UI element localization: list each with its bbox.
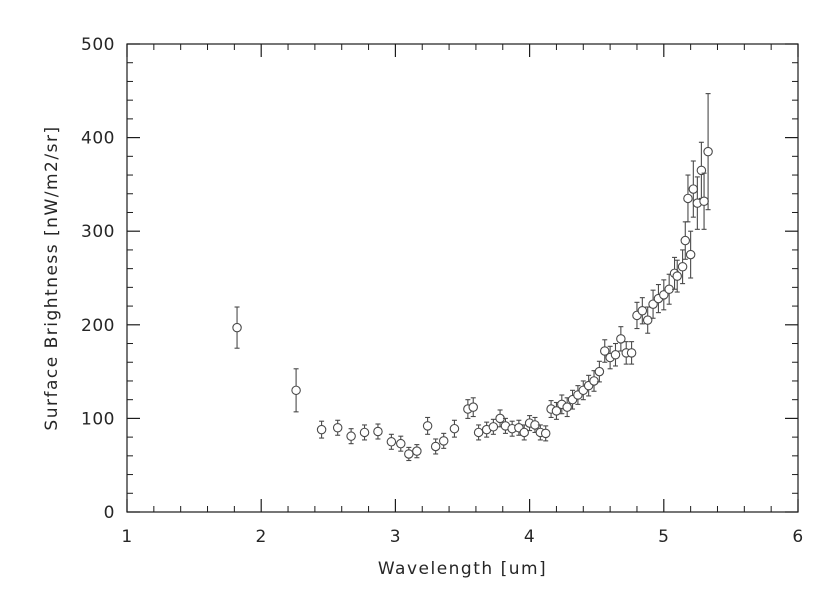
data-point <box>680 235 691 246</box>
data-point <box>422 421 433 431</box>
y-tick-label: 500 <box>81 35 115 55</box>
plot-frame <box>126 43 799 513</box>
data-point <box>468 402 478 412</box>
data-point <box>648 299 658 309</box>
y-tick-label: 0 <box>104 503 115 523</box>
x-axis-label: Wavelength [um] <box>378 559 547 579</box>
x-tick-label: 3 <box>390 527 401 547</box>
data-point <box>404 449 414 459</box>
data-point <box>316 424 327 435</box>
x-tick-label: 4 <box>524 527 535 547</box>
data-point <box>685 249 696 260</box>
data-point <box>696 165 707 176</box>
data-point <box>438 436 449 446</box>
data-point <box>386 437 397 447</box>
data-point <box>412 446 422 456</box>
x-tick-label: 6 <box>792 527 803 547</box>
y-axis-label: Surface Brightness [nW/m2/sr] <box>42 125 62 430</box>
data-point <box>659 290 669 300</box>
x-tick-label: 2 <box>256 527 267 547</box>
data-point <box>346 431 356 441</box>
data-point <box>551 406 562 416</box>
data-point <box>642 315 653 325</box>
data-point <box>600 346 610 356</box>
y-tick-label: 400 <box>81 129 115 149</box>
data-point <box>232 322 242 333</box>
y-tick-label: 100 <box>81 409 115 429</box>
data-point <box>473 427 484 438</box>
data-point <box>519 427 529 438</box>
y-tick-label: 200 <box>81 316 115 336</box>
data-point <box>683 193 693 204</box>
data-point <box>616 334 626 344</box>
data-point <box>677 262 688 272</box>
data-point <box>430 441 441 452</box>
data-point <box>359 427 370 438</box>
data-point <box>637 306 648 316</box>
data-point <box>699 196 709 206</box>
data-point <box>562 402 572 412</box>
data-point <box>540 428 551 439</box>
x-tick-label: 5 <box>658 527 669 547</box>
data-point <box>373 426 383 437</box>
data-point <box>589 376 599 386</box>
data-point <box>703 146 713 157</box>
data-point <box>396 438 406 449</box>
data-point <box>291 385 301 396</box>
data-point <box>672 271 682 281</box>
data-point <box>594 366 605 377</box>
data-point <box>449 423 460 434</box>
data-point <box>610 350 621 360</box>
data-point <box>626 348 637 358</box>
data-point <box>332 423 343 433</box>
y-tick-label: 300 <box>81 222 115 242</box>
x-tick-label: 1 <box>121 527 132 547</box>
data-point <box>688 184 699 194</box>
data-point <box>488 422 499 432</box>
